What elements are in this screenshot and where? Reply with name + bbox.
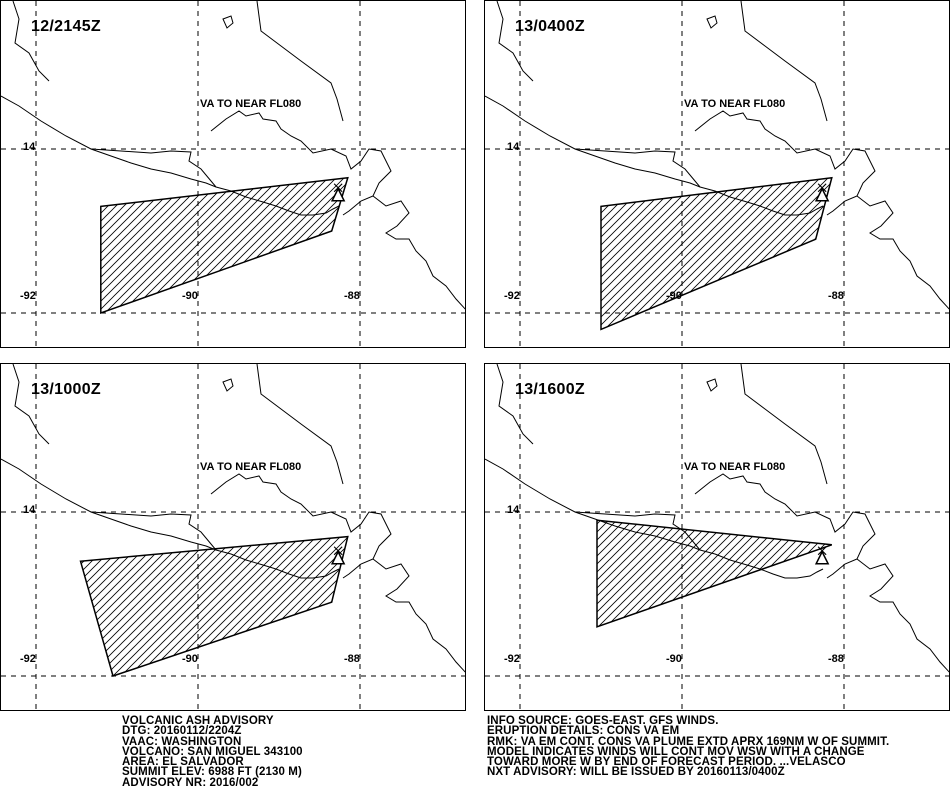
coastline (210, 473, 392, 579)
advisory-line: SUMMIT ELEV: 6988 FT (2130 M) (122, 766, 302, 779)
longitude-label: -90 (666, 653, 682, 665)
map-canvas (1, 364, 465, 710)
volcano-icon (330, 187, 346, 202)
coastline (12, 364, 50, 445)
ash-cloud-polygon (100, 176, 349, 315)
advisory-line: AREA: EL SALVADOR (122, 756, 244, 769)
longitude-label: -88 (828, 290, 844, 302)
eruption-marker-icon (817, 183, 827, 193)
coastline (372, 558, 465, 673)
advisory-line: VOLCANO: SAN MIGUEL 343100 (122, 745, 303, 758)
coastline (740, 364, 828, 485)
coastline (706, 378, 718, 392)
remarks-line: MODEL INDICATES WINDS WILL CONT MOV WSW … (487, 745, 865, 758)
map-panel-4: 13/1600Z VA TO NEAR FL080 14 -92 -90 -88 (484, 363, 950, 711)
longitude-label: -90 (666, 290, 682, 302)
coastline (222, 378, 234, 392)
remarks-line: INFO SOURCE: GOES-EAST. GFS WINDS. (487, 715, 719, 727)
ash-cloud-polygon (600, 176, 833, 331)
remarks-line: ERUPTION DETAILS: CONS VA EM (487, 725, 680, 738)
coastline (574, 148, 701, 188)
panel-time-label: 13/1000Z (31, 381, 102, 398)
advisory-line: VOLCANIC ASH ADVISORY (122, 715, 274, 727)
coastline (222, 15, 234, 29)
eruption-marker-icon (333, 546, 343, 556)
coastline (496, 364, 534, 445)
coastline (694, 473, 876, 579)
advisory-line: DTG: 20160112/2204Z (122, 725, 242, 738)
volcano-icon (814, 550, 830, 565)
coastline (210, 110, 392, 216)
coastline (372, 195, 465, 310)
latitude-label: 14 (507, 504, 520, 516)
coastline (856, 558, 949, 673)
coastline (90, 148, 217, 188)
map-canvas (485, 1, 949, 347)
coastline (706, 15, 718, 29)
longitude-label: -88 (344, 290, 360, 302)
flight-level-label: VA TO NEAR FL080 (200, 98, 302, 110)
coastline (740, 1, 828, 122)
panel-time-label: 13/0400Z (515, 18, 586, 35)
panel-time-label: 13/1600Z (515, 381, 586, 398)
eruption-marker-icon (817, 546, 827, 556)
advisory-remarks-block: INFO SOURCE: GOES-EAST. GFS WINDS. ERUPT… (487, 715, 890, 779)
longitude-label: -88 (344, 653, 360, 665)
volcano-icon (330, 550, 346, 565)
coastline (256, 1, 344, 122)
latitude-label: 14 (507, 141, 520, 153)
remarks-line: RMK: VA EM CONT. CONS VA PLUME EXTD APRX… (487, 735, 890, 748)
longitude-label: -92 (504, 653, 520, 665)
advisory-line: VAAC: WASHINGTON (122, 735, 242, 748)
longitude-label: -92 (20, 653, 36, 665)
flight-level-label: VA TO NEAR FL080 (684, 98, 786, 110)
longitude-label: -90 (182, 290, 198, 302)
coastline (256, 364, 344, 485)
latitude-label: 14 (23, 141, 36, 153)
panel-time-label: 12/2145Z (31, 18, 102, 35)
coastline (694, 110, 876, 216)
longitude-label: -92 (504, 290, 520, 302)
coastline (496, 1, 534, 82)
ash-cloud-polygon (79, 535, 349, 677)
ash-cloud-polygon (596, 519, 833, 628)
flight-level-label: VA TO NEAR FL080 (200, 461, 302, 473)
longitude-label: -92 (20, 290, 36, 302)
map-panel-2: 13/0400Z VA TO NEAR FL080 14 -92 -90 -88 (484, 0, 950, 348)
coastline (12, 1, 50, 82)
remarks-line: TOWARD MORE W BY END OF FORECAST PERIOD.… (487, 756, 846, 769)
map-canvas (1, 1, 465, 347)
longitude-label: -90 (182, 653, 198, 665)
remarks-line: NXT ADVISORY: WILL BE ISSUED BY 20160113… (487, 766, 785, 779)
volcano-icon (814, 187, 830, 202)
advisory-header-block: VOLCANIC ASH ADVISORY DTG: 20160112/2204… (122, 715, 303, 789)
map-panel-1: 12/2145Z VA TO NEAR FL080 14 -92 -90 -88 (0, 0, 466, 348)
latitude-label: 14 (23, 504, 36, 516)
coastline (856, 195, 949, 310)
map-panel-3: 13/1000Z VA TO NEAR FL080 14 -92 -90 -88 (0, 363, 466, 711)
eruption-marker-icon (333, 183, 343, 193)
longitude-label: -88 (828, 653, 844, 665)
map-canvas (485, 364, 949, 710)
advisory-line: ADVISORY NR: 2016/002 (122, 776, 259, 789)
coastline (90, 511, 217, 551)
flight-level-label: VA TO NEAR FL080 (684, 461, 786, 473)
